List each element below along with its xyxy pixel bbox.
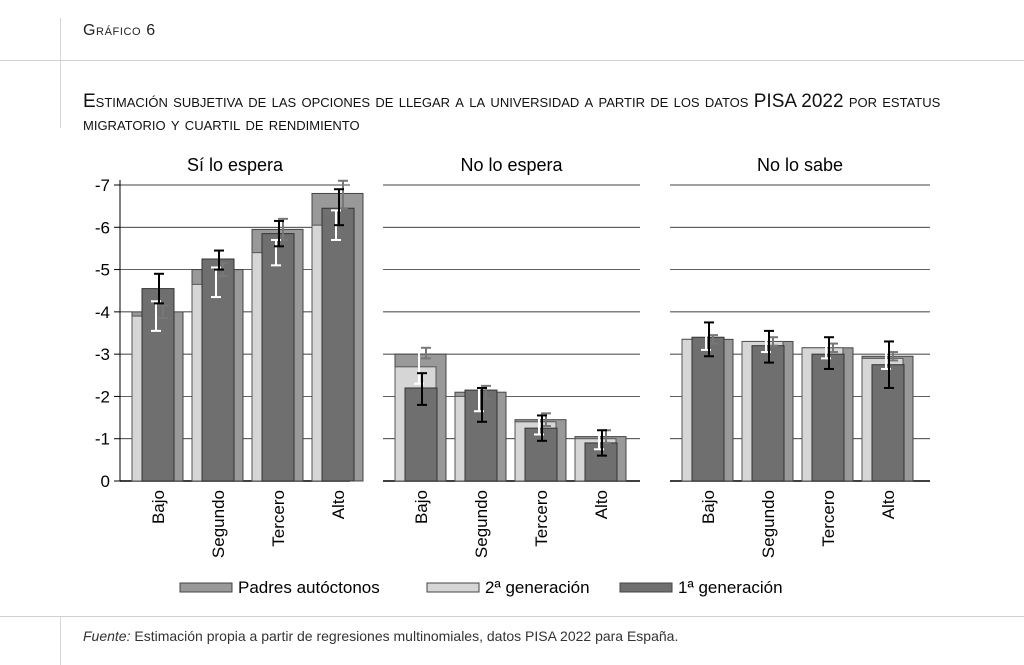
source-note: Fuente: Estimación propia a partir de re… xyxy=(83,628,678,644)
panel-title-no-lo-sabe: No lo sabe xyxy=(757,155,843,175)
x-tick-label-segundo: Segundo xyxy=(472,490,491,558)
x-tick-label-segundo: Segundo xyxy=(209,490,228,558)
y-tick-label: 0 xyxy=(101,472,110,491)
footer-divider xyxy=(0,616,1024,617)
panel-title-si-lo-espera: Sí lo espera xyxy=(187,155,284,175)
x-tick-label-bajo: Bajo xyxy=(412,490,431,524)
bar-1-generacion-bajo xyxy=(691,336,725,482)
bar-1-generacion-tercero xyxy=(811,353,845,482)
bar-1-generacion-bajo xyxy=(141,288,175,482)
chart: 0 -1 -2 -3 -4 -5 -6 -7 Sí lo espera Bajo Segundo Te… xyxy=(95,155,930,597)
x-tick-label-bajo: Bajo xyxy=(699,490,718,524)
y-tick-label: -6 xyxy=(95,218,110,237)
legend-swatch-1-generacion xyxy=(619,582,673,593)
bar-1-generacion-segundo xyxy=(751,345,785,482)
x-tick-label-tercero: Tercero xyxy=(819,490,838,547)
y-tick-label: -5 xyxy=(95,261,110,280)
legend-swatch-2-generacion xyxy=(426,582,480,593)
legend-label-2-generacion: 2ª generación xyxy=(485,578,590,597)
bar-1-generacion-alto xyxy=(321,207,355,482)
x-tick-label-tercero: Tercero xyxy=(532,490,551,547)
x-tick-label-alto: Alto xyxy=(879,490,898,519)
chart-title: Estimación subjetiva de las opciones de … xyxy=(83,91,941,135)
y-tick-label: -2 xyxy=(95,387,110,406)
source-text: Estimación propia a partir de regresione… xyxy=(134,628,679,644)
panel-title-no-lo-espera: No lo espera xyxy=(460,155,563,175)
y-tick-label: -1 xyxy=(95,430,110,449)
legend-label-padres-autoctonos: Padres autóctonos xyxy=(238,578,380,597)
y-tick-label: -3 xyxy=(95,345,110,364)
margin-rule-top xyxy=(60,18,61,128)
legend-swatch-padres-autoctonos xyxy=(179,582,233,593)
x-tick-label-alto: Alto xyxy=(329,490,348,519)
x-tick-label-tercero: Tercero xyxy=(269,490,288,547)
x-tick-label-alto: Alto xyxy=(592,490,611,519)
y-tick-label: -4 xyxy=(95,303,110,322)
legend-label-1-generacion: 1ª generación xyxy=(678,578,783,597)
source-lead: Fuente: xyxy=(83,628,131,644)
bar-1-generacion-tercero xyxy=(261,233,295,482)
margin-rule-bottom xyxy=(60,616,61,665)
figure-label: Gráfico 6 xyxy=(83,22,156,39)
header-divider xyxy=(0,60,1024,61)
x-tick-label-bajo: Bajo xyxy=(149,490,168,524)
bar-1-generacion-segundo xyxy=(201,258,235,482)
y-tick-label: -7 xyxy=(95,176,110,195)
x-tick-label-segundo: Segundo xyxy=(759,490,778,558)
